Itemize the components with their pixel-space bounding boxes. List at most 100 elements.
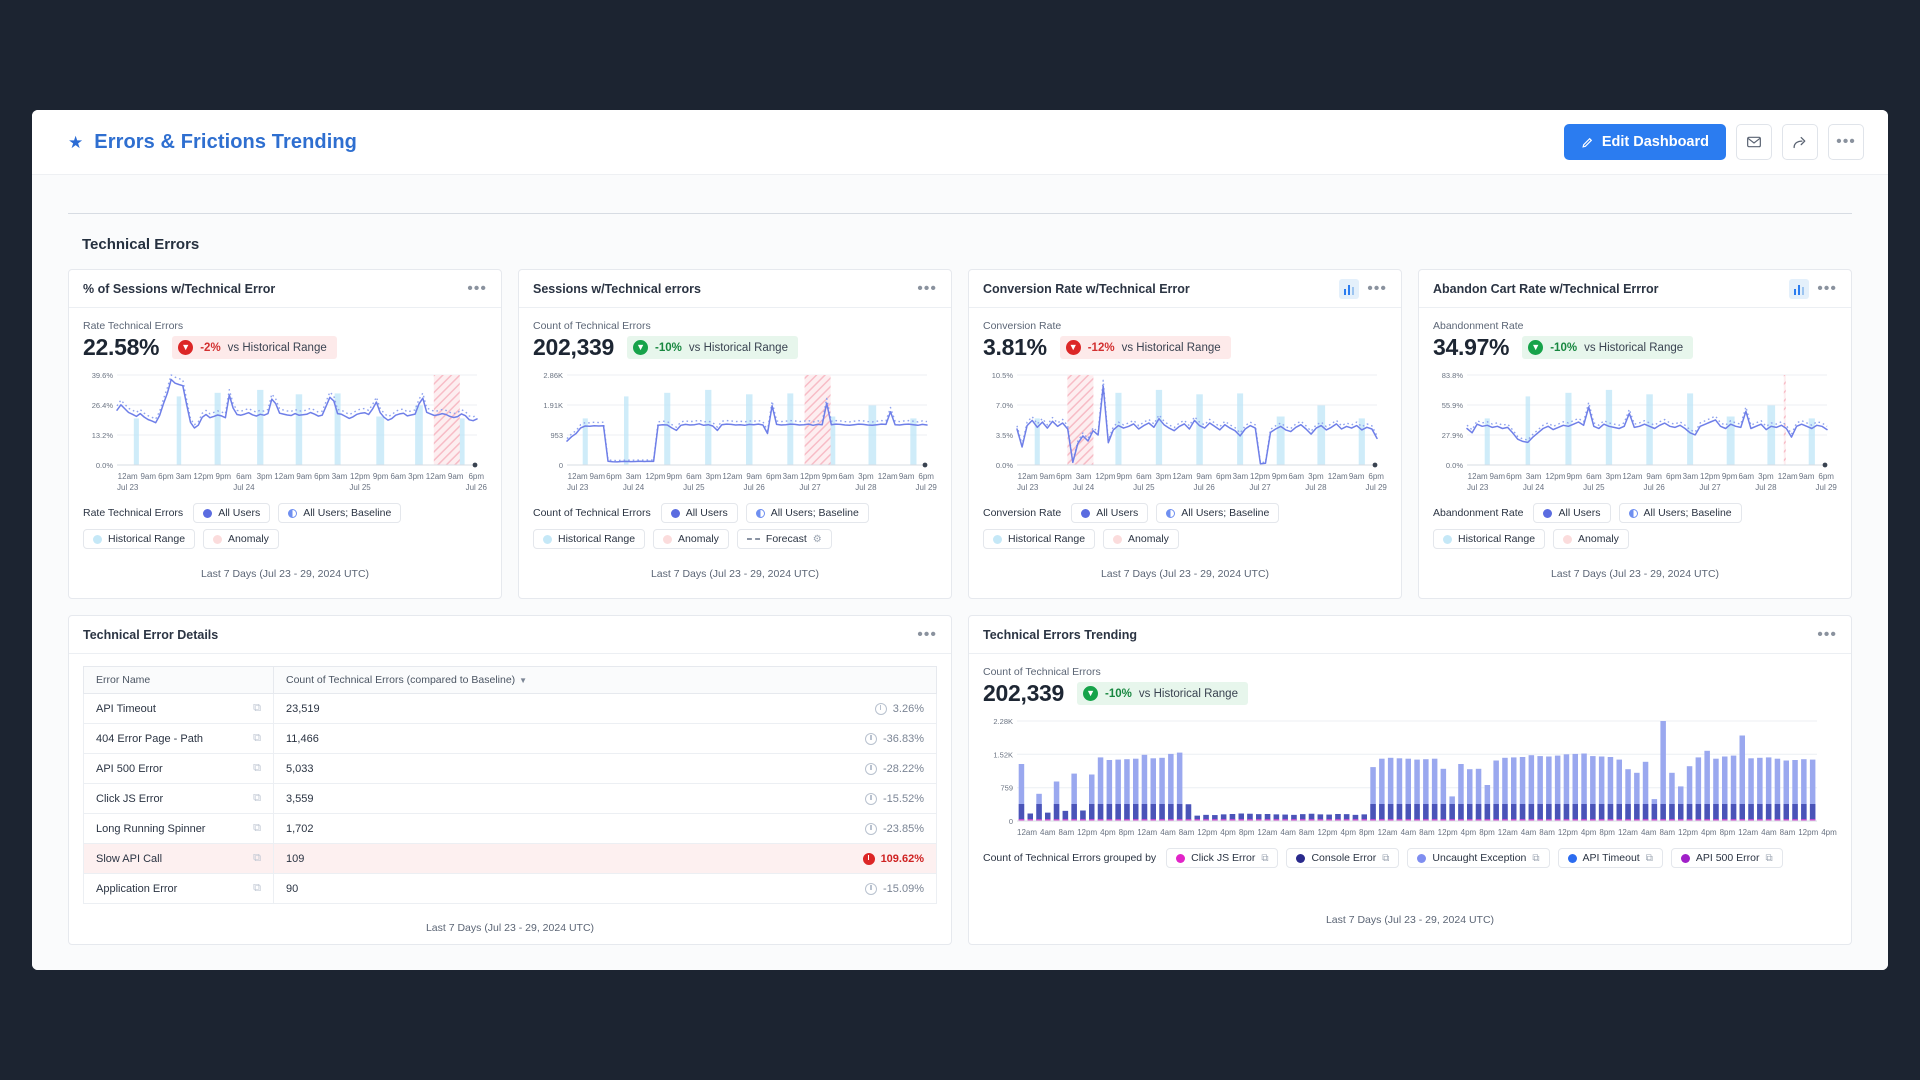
- card-more-icon[interactable]: •••: [467, 279, 487, 297]
- x-tick: 12pm Jul 27: [1699, 472, 1721, 492]
- legend-chip[interactable]: Anomaly: [203, 529, 279, 549]
- x-tick: 6pm Jul 29: [1365, 472, 1387, 492]
- x-tick: 3am: [1232, 472, 1249, 481]
- table-row[interactable]: Application Error ⧉ 90 -15.09%: [83, 873, 937, 904]
- email-button[interactable]: [1736, 124, 1772, 160]
- table-row[interactable]: API 500 Error ⧉ 5,033 -28.22%: [83, 753, 937, 784]
- copy-icon[interactable]: ⧉: [1765, 852, 1773, 864]
- legend-chip[interactable]: All Users; Baseline: [1618, 503, 1742, 523]
- copy-icon[interactable]: ⧉: [1382, 852, 1390, 864]
- metric-row: 22.58% ▼ -2% vs Historical Range: [83, 334, 487, 361]
- svg-text:2.86K: 2.86K: [543, 371, 563, 380]
- x-tick: 3am: [1682, 472, 1699, 481]
- copy-icon[interactable]: ⧉: [253, 822, 261, 834]
- line-chart-plot[interactable]: 2.86K 1.91K 953 0: [533, 369, 937, 469]
- copy-icon[interactable]: ⧉: [253, 762, 261, 774]
- legend-chip[interactable]: All Users; Baseline: [1156, 503, 1280, 523]
- card-tools: •••: [1339, 278, 1387, 299]
- card-footer-range: Last 7 Days (Jul 23 - 29, 2024 UTC): [1100, 568, 1270, 580]
- legend-chip[interactable]: Historical Range: [533, 529, 646, 549]
- card-more-icon[interactable]: •••: [1817, 625, 1837, 643]
- svg-text:55.9%: 55.9%: [1442, 401, 1464, 410]
- legend-chip[interactable]: All Users: [1071, 503, 1149, 523]
- legend-chip[interactable]: All Users; Baseline: [745, 503, 869, 523]
- legend-chip[interactable]: All Users: [660, 503, 738, 523]
- card-more-icon[interactable]: •••: [1367, 279, 1387, 297]
- x-tick: 4am: [1400, 828, 1417, 837]
- x-tick: 12am Jul 23: [1017, 472, 1039, 492]
- settings-icon[interactable]: ⚙: [812, 533, 822, 545]
- table-row[interactable]: Slow API Call ⧉ 109 109.62%: [83, 843, 937, 874]
- legend-chip-label: API 500 Error: [1695, 852, 1760, 864]
- x-tick: 9am: [898, 472, 915, 481]
- legend-chip-label: Anomaly: [228, 533, 269, 545]
- table-row[interactable]: API Timeout ⧉ 23,519 3.26%: [83, 693, 937, 724]
- legend-chip[interactable]: Historical Range: [983, 529, 1096, 549]
- svg-text:39.6%: 39.6%: [92, 371, 114, 380]
- table-row[interactable]: Click JS Error ⧉ 3,559 -15.52%: [83, 783, 937, 814]
- legend-chip[interactable]: Uncaught Exception ⧉: [1407, 848, 1550, 868]
- share-button[interactable]: [1782, 124, 1818, 160]
- copy-icon[interactable]: ⧉: [253, 702, 261, 714]
- bar-chart-icon[interactable]: [1789, 278, 1810, 299]
- card-more-icon[interactable]: •••: [917, 625, 937, 643]
- baseline-change: -15.52%: [865, 792, 924, 805]
- cell-count: 109 109.62%: [273, 843, 937, 874]
- legend-chip[interactable]: Console Error ⧉: [1286, 848, 1400, 868]
- copy-icon[interactable]: ⧉: [253, 732, 261, 744]
- cell-error-name: Application Error ⧉: [83, 873, 274, 904]
- edit-dashboard-button[interactable]: Edit Dashboard: [1563, 124, 1726, 160]
- baseline-change: 3.26%: [874, 702, 924, 715]
- bar-chart-icon[interactable]: [1339, 278, 1360, 299]
- line-chart-plot[interactable]: 83.8% 55.9% 27.9% 0.0%: [1433, 369, 1837, 469]
- legend-chip[interactable]: Forecast ⚙: [736, 529, 832, 549]
- legend-chip[interactable]: All Users: [1533, 503, 1611, 523]
- legend-chip[interactable]: Anomaly: [1103, 529, 1179, 549]
- delta-comparison: vs Historical Range: [227, 341, 327, 354]
- copy-icon[interactable]: ⧉: [1532, 852, 1540, 864]
- copy-icon[interactable]: ⧉: [1645, 852, 1653, 864]
- line-chart-plot[interactable]: 10.5% 7.0% 3.5% 0.0%: [983, 369, 1387, 469]
- card-more-icon[interactable]: •••: [917, 279, 937, 297]
- legend-chip[interactable]: Click JS Error ⧉: [1166, 848, 1279, 868]
- delta-value: -10%: [1105, 687, 1132, 700]
- legend-chip[interactable]: Historical Range: [83, 529, 196, 549]
- card-tools: •••: [917, 279, 937, 297]
- copy-icon[interactable]: ⧉: [253, 852, 261, 864]
- column-count[interactable]: Count of Technical Errors (compared to B…: [273, 666, 937, 694]
- copy-icon[interactable]: ⧉: [253, 792, 261, 804]
- legend-chip[interactable]: API 500 Error ⧉: [1670, 848, 1783, 868]
- legend-swatch: [288, 508, 298, 518]
- baseline-change-value: 109.62%: [880, 852, 924, 865]
- card-title: Technical Error Details: [83, 627, 219, 642]
- x-tick: 8am: [1058, 828, 1075, 837]
- x-tick: 9am: [140, 472, 157, 481]
- legend-chip[interactable]: Anomaly: [653, 529, 729, 549]
- x-tick: 3pm Jul 28: [1305, 472, 1327, 492]
- x-tick: 9am: [1798, 472, 1815, 481]
- table-row[interactable]: 404 Error Page - Path ⧉ 11,466 -36.83%: [83, 723, 937, 754]
- card-more-icon[interactable]: •••: [1817, 279, 1837, 297]
- bar-chart-plot[interactable]: 2.28K 1.52K 759 0 12am 4am 8am 12pm 4pm 8pm 12am 4a…: [983, 715, 1837, 838]
- legend-chip-label: Historical Range: [108, 533, 186, 545]
- x-tick: 8pm: [1359, 828, 1375, 837]
- x-tick: 12pm: [1077, 828, 1098, 837]
- copy-icon[interactable]: ⧉: [1261, 852, 1269, 864]
- x-tick: 8pm: [1719, 828, 1736, 837]
- legend-chip[interactable]: API Timeout ⧉: [1557, 848, 1663, 868]
- x-tick: 8pm: [1479, 828, 1495, 837]
- copy-icon[interactable]: ⧉: [253, 882, 261, 894]
- section-title: Technical Errors: [82, 236, 200, 253]
- legend-chip[interactable]: All Users; Baseline: [278, 503, 402, 523]
- column-error-name[interactable]: Error Name: [83, 666, 274, 694]
- card-header: Sessions w/Technical errors •••: [519, 270, 951, 308]
- legend-chip[interactable]: Historical Range: [1433, 529, 1546, 549]
- table-row[interactable]: Long Running Spinner ⧉ 1,702 -23.85%: [83, 813, 937, 844]
- more-options-button[interactable]: •••: [1828, 124, 1864, 160]
- bar-chart-legend: Count of Technical Errors grouped by Cli…: [983, 848, 1837, 868]
- legend-chip[interactable]: Anomaly: [1553, 529, 1629, 549]
- x-tick: 4pm: [1100, 828, 1116, 837]
- legend-chip[interactable]: All Users: [193, 503, 271, 523]
- star-icon[interactable]: ★: [68, 132, 84, 152]
- line-chart-plot[interactable]: 39.6% 26.4% 13.2% 0.0%: [83, 369, 487, 469]
